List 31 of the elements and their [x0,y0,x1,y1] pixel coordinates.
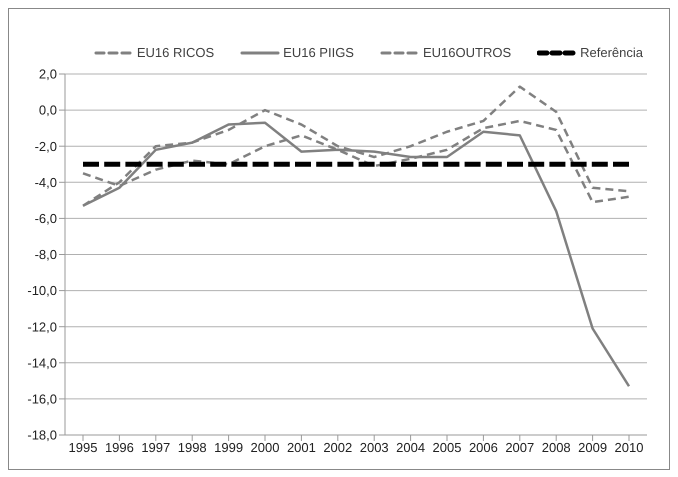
y-tick-label: -6,0 [34,211,57,226]
x-tick-label: 2001 [286,440,316,456]
y-tick-label: -10,0 [27,283,57,298]
x-tick-label: 2009 [578,440,608,456]
y-tick-label: 2,0 [38,66,57,82]
legend-label: EU16 PIIGS [283,45,354,60]
x-tick-label: 2005 [432,440,462,456]
x-tick-label: 2010 [614,440,644,456]
legend-label: EU16OUTROS [422,45,512,60]
x-tick-label: 2007 [505,440,534,456]
legend-label: Referência [580,45,643,60]
x-tick-label: 2004 [396,440,426,456]
x-tick-label: 2008 [542,440,571,456]
x-tick-label: 2000 [250,440,280,456]
x-tick-label: 1998 [178,440,207,456]
legend-label: EU16 RICOS [136,45,214,60]
x-tick-label: 2003 [360,440,389,456]
x-tick-label: 1995 [68,440,98,456]
x-tick-label: 1996 [104,440,134,456]
y-tick-label: -14,0 [27,355,57,370]
x-tick-label: 2006 [468,440,498,456]
y-tick-label: -8,0 [34,247,57,262]
x-tick-label: 1999 [214,440,244,456]
y-tick-label: -12,0 [27,319,57,334]
y-tick-label: -4,0 [34,174,57,190]
y-tick-label: 0,0 [38,102,57,118]
y-tick-label: -18,0 [27,428,57,443]
x-tick-label: 1997 [141,440,170,456]
x-tick-label: 2002 [323,440,352,456]
y-tick-label: -16,0 [27,392,57,407]
y-tick-label: -2,0 [34,138,57,154]
